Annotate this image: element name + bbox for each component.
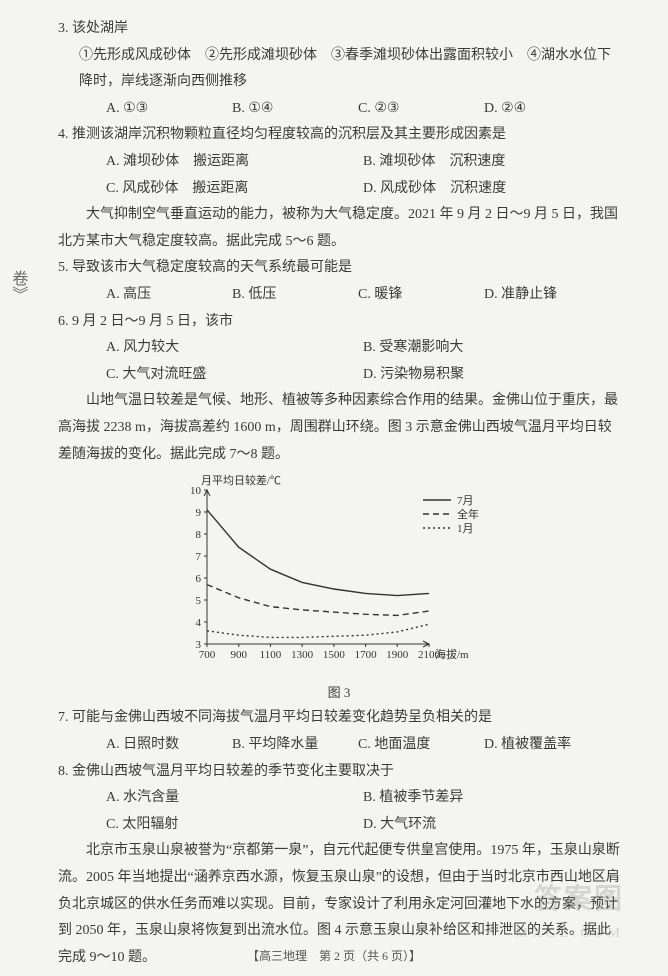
q8-opt-c: C. 太阳辐射 <box>106 812 363 839</box>
page-footer: 【高三地理 第 2 页（共 6 页）】 <box>0 945 668 968</box>
svg-text:4: 4 <box>196 617 202 629</box>
svg-text:7月: 7月 <box>457 495 474 507</box>
q6-opt-b: B. 受寒潮影响大 <box>363 335 620 362</box>
svg-text:10: 10 <box>190 485 202 497</box>
q8-opt-b: B. 植被季节差异 <box>363 785 620 812</box>
q4-opt-c: C. 风成砂体 搬运距离 <box>106 176 363 203</box>
svg-text:1300: 1300 <box>291 649 314 661</box>
q4-opt-a: A. 滩坝砂体 搬运距离 <box>106 149 363 176</box>
svg-text:全年: 全年 <box>457 507 479 521</box>
q6-opt-a: A. 风力较大 <box>106 335 363 362</box>
q3-opt-b: B. ①④ <box>232 96 358 123</box>
svg-text:5: 5 <box>196 595 202 607</box>
svg-text:7: 7 <box>196 551 202 563</box>
q7-opt-a: A. 日照时数 <box>106 732 232 759</box>
q3-opt-c: C. ②③ <box>358 96 484 123</box>
q5-options: A. 高压 B. 低压 C. 暖锋 D. 准静止锋 <box>58 282 620 309</box>
passage-7-8: 山地气温日较差是气候、地形、植被等多种因素综合作用的结果。金佛山位于重庆，最高海… <box>58 388 620 468</box>
svg-text:9: 9 <box>196 507 202 519</box>
q5-opt-c: C. 暖锋 <box>358 282 484 309</box>
q5-opt-a: A. 高压 <box>106 282 232 309</box>
q4-opt-b: B. 滩坝砂体 沉积速度 <box>363 149 620 176</box>
q3-parts: ①先形成风成砂体 ②先形成滩坝砂体 ③春季滩坝砂体出露面积较小 ④湖水水位下降时… <box>58 43 620 96</box>
q7-stem: 7. 可能与金佛山西坡不同海拔气温月平均日较差变化趋势呈负相关的是 <box>58 705 620 732</box>
figure-3-chart: 月平均日较差/℃34567891070090011001300150017001… <box>169 472 509 705</box>
q7-opt-c: C. 地面温度 <box>358 732 484 759</box>
q6-opt-d: D. 污染物易积聚 <box>363 362 620 389</box>
svg-text:6: 6 <box>196 573 202 585</box>
exam-page: 卷》 3. 该处湖岸 ①先形成风成砂体 ②先形成滩坝砂体 ③春季滩坝砂体出露面积… <box>0 0 668 976</box>
q3-opt-d: D. ②④ <box>484 96 610 123</box>
svg-text:1700: 1700 <box>355 649 378 661</box>
svg-text:海拔/m: 海拔/m <box>435 647 469 661</box>
svg-text:1500: 1500 <box>323 649 346 661</box>
svg-text:900: 900 <box>230 649 247 661</box>
q6-options: A. 风力较大 B. 受寒潮影响大 C. 大气对流旺盛 D. 污染物易积聚 <box>58 335 620 388</box>
q5-opt-d: D. 准静止锋 <box>484 282 610 309</box>
q3-options: A. ①③ B. ①④ C. ②③ D. ②④ <box>58 96 620 123</box>
q6-opt-c: C. 大气对流旺盛 <box>106 362 363 389</box>
q5-stem: 5. 导致该市大气稳定度较高的天气系统最可能是 <box>58 255 620 282</box>
q4-opt-d: D. 风成砂体 沉积速度 <box>363 176 620 203</box>
svg-text:1月: 1月 <box>457 523 474 535</box>
svg-text:8: 8 <box>196 529 202 541</box>
figure-3-caption: 图 3 <box>169 681 509 706</box>
svg-text:700: 700 <box>199 649 216 661</box>
q7-opt-d: D. 植被覆盖率 <box>484 732 610 759</box>
passage-5-6: 大气抑制空气垂直运动的能力，被称为大气稳定度。2021 年 9 月 2 日～9 … <box>58 202 620 255</box>
q6-stem: 6. 9 月 2 日～9 月 5 日，该市 <box>58 309 620 336</box>
q4-stem: 4. 推测该湖岸沉积物颗粒直径均匀程度较高的沉积层及其主要形成因素是 <box>58 122 620 149</box>
q3-opt-a: A. ①③ <box>106 96 232 123</box>
svg-text:1900: 1900 <box>386 649 409 661</box>
q7-opt-b: B. 平均降水量 <box>232 732 358 759</box>
q8-opt-d: D. 大气环流 <box>363 812 620 839</box>
q7-options: A. 日照时数 B. 平均降水量 C. 地面温度 D. 植被覆盖率 <box>58 732 620 759</box>
q3-stem: 3. 该处湖岸 <box>58 16 620 43</box>
footer-text: 【高三地理 第 2 页（共 6 页）】 <box>247 949 421 963</box>
q8-options: A. 水汽含量 B. 植被季节差异 C. 太阳辐射 D. 大气环流 <box>58 785 620 838</box>
chart-svg: 月平均日较差/℃34567891070090011001300150017001… <box>169 472 509 672</box>
q5-opt-b: B. 低压 <box>232 282 358 309</box>
binding-mark: 卷》 <box>2 270 32 302</box>
q8-stem: 8. 金佛山西坡气温月平均日较差的季节变化主要取决于 <box>58 759 620 786</box>
q8-opt-a: A. 水汽含量 <box>106 785 363 812</box>
svg-text:月平均日较差/℃: 月平均日较差/℃ <box>201 473 281 487</box>
q4-options: A. 滩坝砂体 搬运距离 B. 滩坝砂体 沉积速度 C. 风成砂体 搬运距离 D… <box>58 149 620 202</box>
svg-text:1100: 1100 <box>260 649 282 661</box>
